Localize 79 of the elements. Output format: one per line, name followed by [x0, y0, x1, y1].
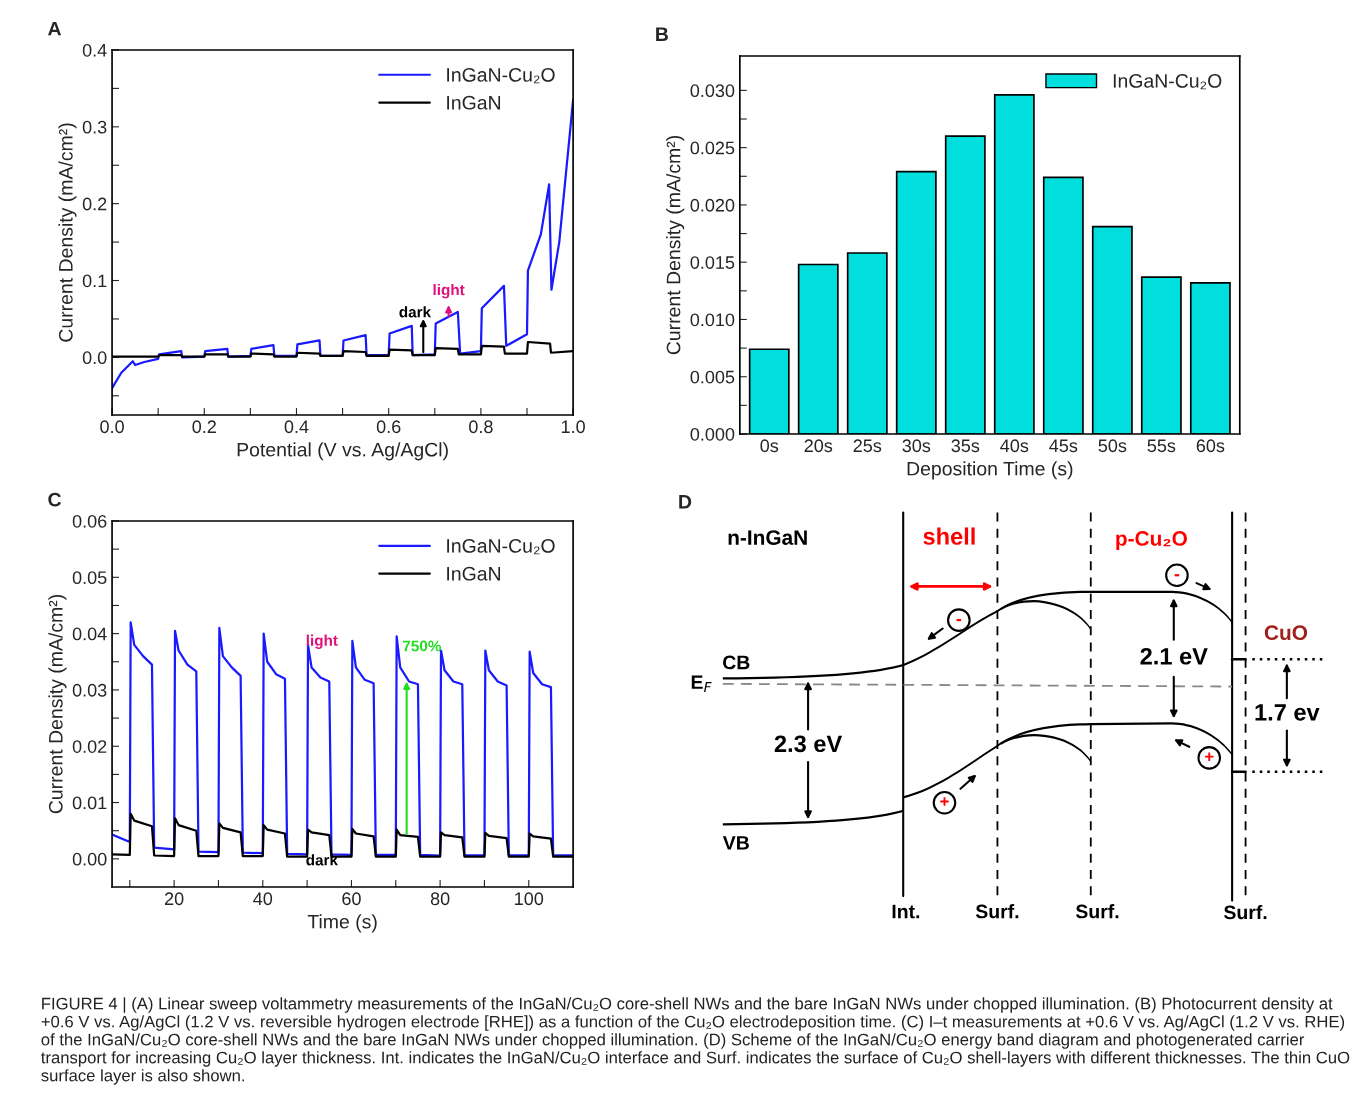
x-axis-title: Time (s)	[307, 914, 377, 933]
y-tick-label: 0.03	[72, 683, 107, 697]
x-tick-label: 20s	[804, 439, 833, 453]
legend-label: InGaN-Cu₂O	[447, 67, 555, 84]
x-tick-label: 0s	[760, 439, 779, 453]
y-axis-title: Current Density (mA/cm²)	[48, 595, 67, 814]
y-tick-label: 0.025	[690, 141, 735, 155]
text: +	[1205, 752, 1214, 761]
annotation: light	[306, 634, 338, 649]
x-tick-label: 0.4	[284, 420, 309, 434]
x-axis-title: Deposition Time (s)	[907, 461, 1073, 480]
y-tick-label: 0.015	[690, 256, 735, 269]
text: 2.3 eV	[774, 735, 843, 753]
x-tick-label: 60s	[1196, 439, 1225, 453]
legend-label: InGaN-Cu₂O	[1113, 74, 1222, 90]
text: E$_{F}$	[691, 675, 712, 693]
annotation: dark	[399, 306, 432, 318]
y-tick-label: 0.00	[72, 852, 107, 866]
text: Surf.	[975, 904, 1019, 919]
chart-title: B	[656, 27, 669, 41]
annotation: light	[433, 284, 465, 299]
text: Surf.	[1075, 904, 1119, 919]
x-tick-label: 1.0	[561, 420, 585, 434]
text: VB	[722, 836, 749, 850]
text: 1.7 ev	[1255, 704, 1320, 721]
x-tick-label: 100	[515, 892, 544, 906]
text: CuO	[1264, 625, 1308, 641]
text: 2.1 eV	[1140, 647, 1208, 665]
text: -	[956, 619, 962, 622]
text: -	[1174, 574, 1180, 577]
text: +	[940, 797, 949, 806]
text: shell	[923, 527, 975, 545]
y-tick-label: 0.010	[690, 313, 735, 327]
x-tick-label: 0.0	[100, 420, 124, 434]
y-tick-label: 0.000	[690, 427, 735, 441]
y-tick-label: 0.0	[82, 351, 107, 365]
y-tick-label: 0.3	[82, 120, 107, 134]
text: Int.	[892, 904, 920, 919]
y-tick-label: 0.01	[72, 796, 107, 810]
x-tick-label: 80	[430, 892, 450, 906]
chart-title: C	[48, 492, 62, 507]
legend-label: InGaN-Cu₂O	[447, 539, 555, 555]
chart-title: A	[48, 22, 62, 36]
legend-label: InGaN	[447, 566, 501, 581]
y-tick-label: 0.04	[72, 627, 107, 641]
y-axis-title: Current Density (mA/cm²)	[666, 136, 685, 355]
x-tick-label: 40	[253, 892, 273, 906]
x-tick-label: 50s	[1098, 439, 1127, 453]
x-tick-label: 35s	[951, 439, 980, 453]
y-tick-label: 0.2	[82, 197, 107, 211]
annotation: 750%	[403, 640, 442, 652]
text: D	[679, 495, 692, 509]
annotation: dark	[306, 854, 338, 866]
y-tick-label: 0.005	[690, 370, 735, 384]
x-tick-label: 20	[164, 892, 184, 906]
x-tick-label: 0.6	[376, 420, 401, 434]
x-tick-label: 0.8	[469, 420, 493, 434]
x-tick-label: 0.2	[192, 420, 216, 434]
y-tick-label: 0.4	[82, 43, 107, 57]
x-tick-label: 40s	[1000, 439, 1029, 453]
x-tick-label: 30s	[902, 439, 931, 453]
y-tick-label: 0.02	[72, 740, 107, 753]
x-tick-label: 60	[342, 892, 361, 906]
caption: FIGURE 4 | (A) Linear sweep voltammetry measurements of the InGaN/Cu₂O core-shell NWs and the bare InGaN NWs under chopped illumination. (B) Photocurrent density at +0.6 V vs. Ag/AgCl (1.2 V vs. reversible hydrogen electrode [RHE]) as a function of the Cu₂O electrodeposition time. (C) I–t measurements at +0.6 V vs. Ag/AgCl (1.2 V vs. RHE) of the InGaN/Cu₂O core-shell NWs and the bare InGaN NWs under chopped illumination. (D) Scheme of the InGaN/Cu₂O energy band diagram and photogenerated carrier transport for increasing Cu₂O layer thickness. Int. indicates the InGaN/Cu₂O interface and Surf. indicates the surface of Cu₂O shell-layers with different thicknesses. The thin CuO surface layer is also shown.	[41, 997, 1350, 1085]
y-axis-title: Current Density (mA/cm²)	[58, 123, 77, 342]
y-tick-label: 0.030	[690, 84, 735, 98]
text: Surf.	[1223, 904, 1267, 920]
y-tick-label: 0.020	[690, 198, 735, 212]
x-tick-label: 25s	[853, 439, 882, 453]
text: CB	[723, 655, 750, 670]
legend-label: InGaN	[447, 95, 501, 110]
text: p-Cu₂O	[1116, 531, 1187, 550]
y-tick-label: 0.05	[72, 571, 107, 585]
x-tick-label: 55s	[1147, 439, 1176, 453]
text: n-InGaN	[728, 530, 807, 545]
y-tick-label: 0.06	[72, 514, 107, 528]
x-axis-title: Potential (V vs. Ag/AgCl)	[237, 442, 448, 461]
x-tick-label: 45s	[1049, 439, 1078, 453]
y-tick-label: 0.1	[82, 274, 107, 288]
